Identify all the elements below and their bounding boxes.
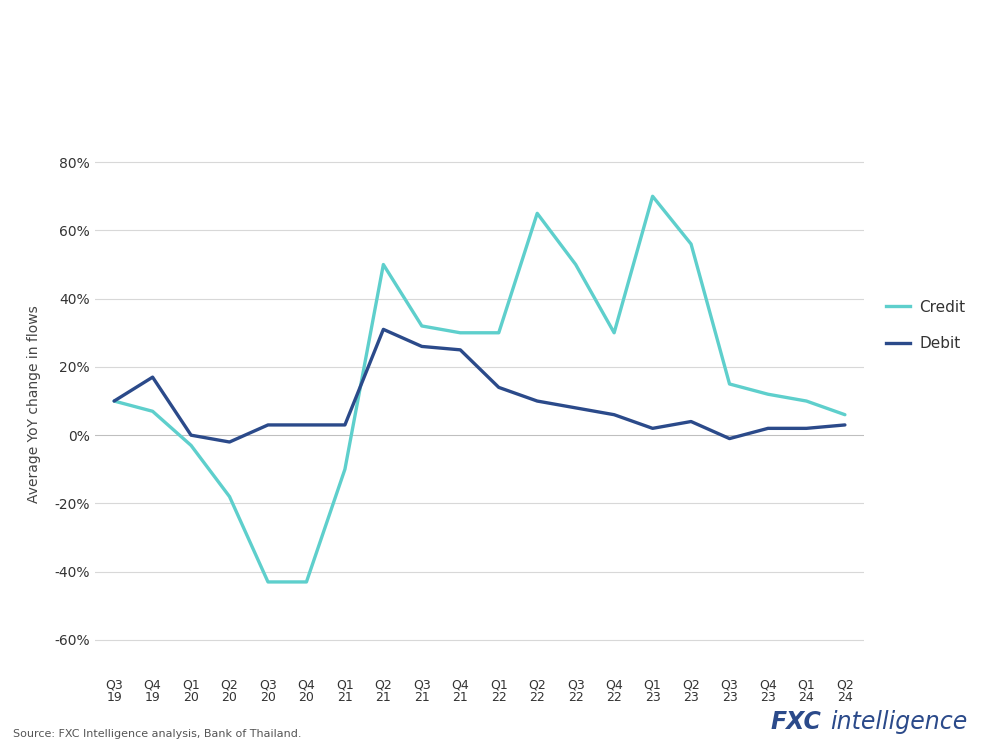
Text: Source: FXC Intelligence analysis, Bank of Thailand.: Source: FXC Intelligence analysis, Bank … (13, 730, 302, 739)
Y-axis label: Average YoY change in flows: Average YoY change in flows (27, 306, 41, 503)
Text: FXC: FXC (770, 710, 821, 734)
Text: Average flow change for cross-border transactions from cards issued in Thailand: Average flow change for cross-border tra… (13, 76, 739, 94)
Legend: Credit, Debit: Credit, Debit (879, 294, 971, 357)
Text: intelligence: intelligence (830, 710, 968, 734)
Text: Credit cards drive Thai cross-border transaction growth: Credit cards drive Thai cross-border tra… (13, 23, 844, 49)
